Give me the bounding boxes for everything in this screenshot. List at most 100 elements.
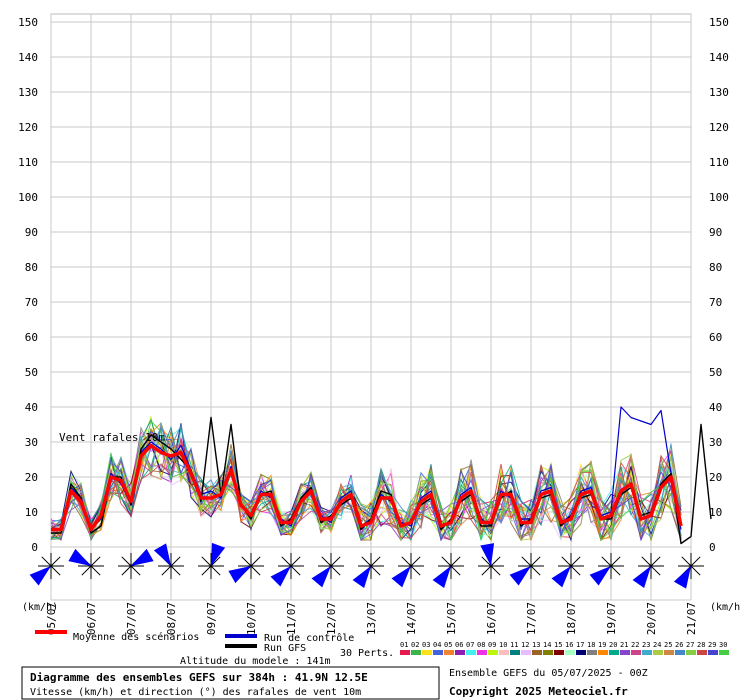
pert-legend-label: 18	[587, 641, 595, 649]
pert-legend-label: 10	[499, 641, 507, 649]
wind-direction-arrow	[673, 566, 691, 589]
y-tick-left: 40	[25, 401, 38, 414]
wind-direction-arrow	[228, 566, 251, 584]
y-tick-left: 120	[18, 121, 38, 134]
wind-rose	[551, 553, 584, 588]
pert-line-21	[50, 447, 682, 542]
wind-rose-spoke	[490, 556, 501, 567]
pert-legend-swatch	[631, 650, 641, 655]
pert-line-28	[50, 438, 682, 539]
y-tick-left: 140	[18, 51, 38, 64]
wind-direction-arrow	[211, 542, 226, 566]
y-tick-right: 30	[709, 436, 722, 449]
y-tick-right: 10	[709, 506, 722, 519]
y-tick-left: 30	[25, 436, 38, 449]
main-series	[51, 406, 712, 545]
x-date-label: 16/07	[485, 602, 498, 635]
wind-rose	[153, 543, 184, 579]
wind-rose-spoke	[650, 556, 661, 567]
pert-legend-label: 01	[400, 641, 408, 649]
chart-subtitle: Vitesse (km/h) et direction (°) des rafa…	[30, 687, 361, 698]
pert-legend-swatch	[620, 650, 630, 655]
pert-legend-swatch	[664, 650, 674, 655]
pert-legend-label: 03	[422, 641, 430, 649]
legend-gfs-label: Run GFS	[264, 643, 306, 654]
pert-legend-label: 04	[433, 641, 441, 649]
x-date-label: 21/07	[685, 602, 698, 635]
wind-rose-spoke	[90, 556, 101, 567]
pert-legend-swatch	[554, 650, 564, 655]
pert-legend: 01 02 03 04 05 06 07 08 09 10 11 12 13 14 15 16 17 18 19 20…	[400, 641, 729, 655]
pert-legend-label: 12	[521, 641, 529, 649]
wind-rose-spoke	[90, 565, 101, 576]
wind-rose-spoke	[690, 556, 701, 567]
x-date-label: 08/07	[165, 602, 178, 635]
copyright-label: Copyright 2025 Meteociel.fr	[449, 685, 628, 698]
pert-legend-swatch	[510, 650, 520, 655]
unit-right-label: (km/h)	[710, 602, 740, 613]
pert-legend-swatch	[422, 650, 432, 655]
wind-rose-spoke	[81, 565, 92, 576]
wind-rose-spoke	[201, 565, 212, 576]
wind-rose-spoke	[250, 556, 261, 567]
pert-legend-swatch	[499, 650, 509, 655]
pert-legend-swatch	[532, 650, 542, 655]
x-date-label: 12/07	[325, 602, 338, 635]
pert-legend-swatch	[565, 650, 575, 655]
pert-legend-swatch	[642, 650, 652, 655]
wind-rose-spoke	[530, 556, 541, 567]
y-tick-right: 20	[709, 471, 722, 484]
wind-rose-spoke	[201, 556, 212, 567]
pert-legend-label: 07	[466, 641, 474, 649]
wind-rose-spoke	[41, 556, 52, 567]
pert-legend-label: 16	[565, 641, 573, 649]
chart-grid	[50, 13, 692, 601]
wind-rose	[352, 553, 384, 588]
x-date-label: 15/07	[445, 602, 458, 635]
pert-legend-label: 17	[576, 641, 584, 649]
wind-direction-arrow	[589, 566, 611, 586]
legend: Moyenne des scénarios Run de contrôle Ru…	[35, 630, 729, 667]
y-tick-left: 110	[18, 156, 38, 169]
vent-rafales-annotation: Vent rafales 10m	[59, 431, 165, 444]
wind-rose-spoke	[570, 565, 581, 576]
wind-rose-spoke	[521, 556, 532, 567]
wind-rose-spoke	[610, 565, 621, 576]
x-date-label: 09/07	[205, 602, 218, 635]
pert-legend-label: 11	[510, 641, 518, 649]
y-tick-right: 120	[709, 121, 729, 134]
wind-rose-spoke	[290, 556, 301, 567]
wind-rose-spoke	[650, 565, 661, 576]
wind-rose-spoke	[370, 565, 381, 576]
wind-rose-spoke	[610, 556, 621, 567]
pert-legend-label: 30	[719, 641, 727, 649]
wind-direction-arrow	[352, 566, 371, 588]
y-tick-left: 0	[31, 541, 38, 554]
wind-rose-spoke	[241, 556, 252, 567]
wind-rose	[68, 548, 104, 579]
wind-direction-arrow	[68, 548, 91, 566]
wind-rose-spoke	[50, 565, 61, 576]
wind-rose-spoke	[530, 565, 541, 576]
pert-legend-swatch	[411, 650, 421, 655]
wind-rose-spoke	[450, 565, 461, 576]
wind-rose	[228, 553, 264, 584]
pert-legend-swatch	[598, 650, 608, 655]
wind-rose-spoke	[281, 556, 292, 567]
pert-legend-swatch	[587, 650, 597, 655]
y-tick-left: 60	[25, 331, 38, 344]
wind-rose	[198, 542, 226, 579]
pert-legend-swatch	[488, 650, 498, 655]
wind-rose-spoke	[561, 556, 572, 567]
wind-rose-spoke	[690, 565, 701, 576]
y-tick-left: 150	[18, 16, 38, 29]
legend-perts-label: 30 Perts.	[340, 648, 394, 659]
y-tick-left: 130	[18, 86, 38, 99]
wind-rose-spoke	[570, 556, 581, 567]
pert-legend-label: 22	[631, 641, 639, 649]
wind-rose-spoke	[290, 565, 301, 576]
wind-rose-spoke	[370, 556, 381, 567]
chart-title: Diagramme des ensembles GEFS sur 384h : …	[30, 671, 368, 684]
wind-direction-arrow	[311, 566, 331, 588]
pert-legend-swatch	[400, 650, 410, 655]
